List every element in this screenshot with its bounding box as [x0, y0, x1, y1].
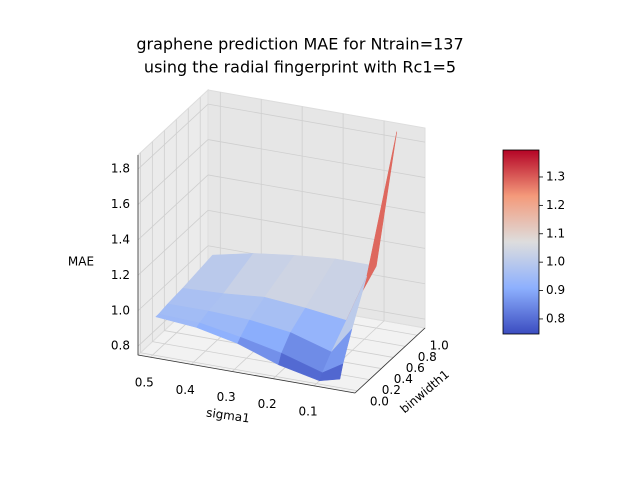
x-axis-line: [137, 354, 356, 394]
y-tick-label: 0.8: [418, 350, 437, 364]
grid-line: [137, 210, 209, 276]
z-tick-label: 0.8: [111, 339, 130, 353]
colorbar-tick-label: 0.8: [546, 311, 565, 325]
chart-title: graphene prediction MAE for Ntrain=137: [136, 35, 463, 54]
x-tick-label: 0.1: [299, 404, 318, 418]
grid-line: [137, 245, 209, 312]
colorbar-tick-label: 1.3: [546, 169, 565, 183]
y-tick-label: 0.2: [382, 383, 401, 397]
z-tick-label: 1.4: [111, 232, 130, 246]
colorbar-tick-label: 0.9: [546, 283, 565, 297]
z-axis-label: MAE: [68, 255, 94, 269]
colorbar-tick-label: 1.1: [546, 226, 565, 240]
chart-title: using the radial fingerprint with Rc1=5: [144, 58, 456, 77]
y-tick-label: 0.6: [406, 361, 425, 375]
z-tick-label: 1.8: [111, 162, 130, 176]
x-tick-label: 0.3: [217, 390, 236, 404]
colorbar-tick-label: 1.2: [546, 198, 565, 212]
z-tick-label: 1.2: [111, 268, 130, 282]
y-axis-line: [354, 327, 426, 394]
y-tick-label: 1.0: [430, 339, 449, 353]
x-axis-label: sigma1: [205, 406, 250, 426]
z-tick-label: 1.6: [111, 197, 130, 211]
grid-line: [137, 103, 209, 170]
grid-line: [137, 139, 209, 205]
grid-line: [207, 103, 426, 143]
grid-line: [207, 209, 426, 249]
surface-face: [319, 363, 344, 382]
grid-line: [137, 174, 209, 241]
y-tick-label: 0.4: [394, 372, 413, 386]
colorbar: [502, 149, 540, 335]
colorbar-tick-label: 1.0: [546, 255, 565, 269]
grid-line: [207, 174, 426, 214]
x-tick-label: 0.2: [258, 397, 277, 411]
z-tick-label: 1.0: [111, 303, 130, 317]
x-tick-label: 0.4: [176, 383, 195, 397]
grid-line: [140, 352, 358, 392]
y-tick-label: 0.0: [370, 394, 389, 408]
x-tick-label: 0.5: [135, 376, 154, 390]
